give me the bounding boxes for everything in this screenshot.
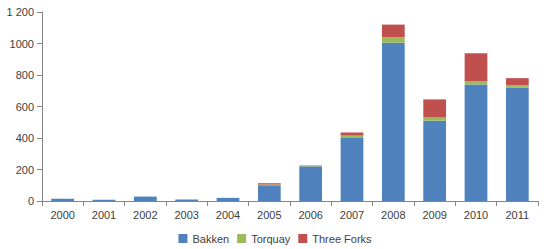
svg-text:1 200: 1 200 bbox=[6, 6, 34, 18]
svg-text:2005: 2005 bbox=[257, 209, 281, 221]
svg-text:2006: 2006 bbox=[298, 209, 322, 221]
svg-text:2010: 2010 bbox=[464, 209, 488, 221]
svg-text:2011: 2011 bbox=[506, 209, 530, 221]
svg-text:2001: 2001 bbox=[92, 209, 116, 221]
svg-text:2000: 2000 bbox=[50, 209, 74, 221]
svg-text:0: 0 bbox=[28, 195, 34, 207]
svg-text:2003: 2003 bbox=[174, 209, 198, 221]
svg-text:400: 400 bbox=[16, 132, 34, 144]
svg-text:200: 200 bbox=[16, 164, 34, 176]
svg-text:Three Forks: Three Forks bbox=[312, 233, 372, 245]
svg-text:800: 800 bbox=[16, 69, 34, 81]
svg-text:Bakken: Bakken bbox=[192, 233, 229, 245]
svg-text:1000: 1000 bbox=[10, 38, 34, 50]
svg-text:2007: 2007 bbox=[340, 209, 364, 221]
svg-text:2009: 2009 bbox=[422, 209, 446, 221]
svg-text:2004: 2004 bbox=[216, 209, 240, 221]
svg-text:2008: 2008 bbox=[381, 209, 405, 221]
svg-text:2002: 2002 bbox=[133, 209, 157, 221]
svg-text:600: 600 bbox=[16, 101, 34, 113]
svg-text:Torquay: Torquay bbox=[251, 233, 291, 245]
